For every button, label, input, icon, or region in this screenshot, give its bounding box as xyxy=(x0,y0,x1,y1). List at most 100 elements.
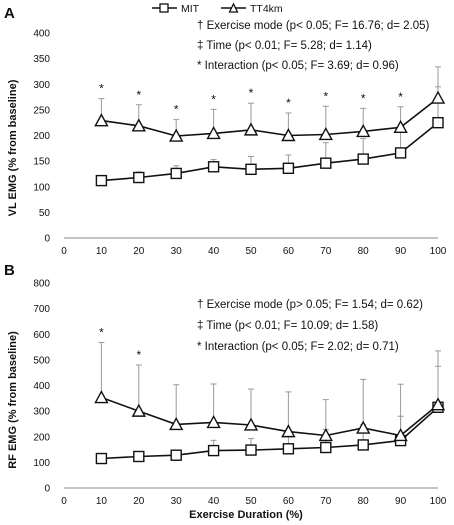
panel-a-x-tick-label: 90 xyxy=(395,246,407,257)
panel-a-tt4km-point xyxy=(94,113,109,127)
panel-a-tt4km-point xyxy=(131,118,146,132)
panel-b-mit-point xyxy=(133,450,145,463)
panel-a-significance-star: * xyxy=(398,90,403,104)
panel-a-mit-point xyxy=(207,161,220,173)
panel-a-significance-star: * xyxy=(286,96,291,110)
panel-a-y-tick-label: 400 xyxy=(33,29,50,40)
panel-a-y-tick-label: 0 xyxy=(44,234,50,245)
panel-b-mit-point xyxy=(207,444,220,457)
panel-a-x-tick-label: 10 xyxy=(96,246,108,257)
panel-a-tt4km-point xyxy=(430,90,446,104)
panel-a-significance-star: * xyxy=(99,82,104,96)
panel-b-x-tick-label: 40 xyxy=(208,496,220,507)
panel-a-x-tick-label: 20 xyxy=(133,246,145,257)
panel-a-series-lines xyxy=(101,97,439,182)
panel-b-x-tick-label: 0 xyxy=(61,496,67,507)
panel-a-tt4km-line xyxy=(101,97,439,137)
panel-a-significance-star: * xyxy=(136,88,141,102)
panel-b-x-tick-labels: 0 10 20 30 40 50 60 70 80 90 100 xyxy=(61,496,447,507)
panel-b-letter: B xyxy=(4,262,15,279)
panel-b-significance-star: * xyxy=(99,325,104,339)
panel-b-stats: † Exercise mode (p> 0.05; F= 1.54; d= 0.… xyxy=(197,299,423,353)
panel-a-mit-point xyxy=(357,153,369,165)
legend-tt4km-label: TT4km xyxy=(250,3,283,15)
panel-a-error-bars xyxy=(98,66,441,181)
panel-a-mit-point xyxy=(432,116,444,129)
panel-a-stat-exercise-mode: † Exercise mode (p< 0.05; F= 16.76; d= 2… xyxy=(197,20,430,32)
panel-b-mit-point xyxy=(170,449,182,461)
panel-a-significance-star: * xyxy=(211,92,216,106)
panel-a-significance-star: * xyxy=(249,86,254,100)
panel-a-mit-point xyxy=(95,174,108,187)
panel-a-tt4km-point xyxy=(393,119,408,134)
panel-a-y-tick-label: 350 xyxy=(33,54,50,65)
panel-b-significance-star: * xyxy=(136,348,141,362)
x-axis-label: Exercise Duration (%) xyxy=(189,509,303,521)
panel-b-x-tick-label: 30 xyxy=(171,496,183,507)
panel-b-x-tick-label: 90 xyxy=(395,496,407,507)
panel-a-y-tick-label: 50 xyxy=(39,208,51,219)
panel-a-y-tick-label: 250 xyxy=(33,105,50,116)
panel-b-y-tick-label: 200 xyxy=(33,432,50,443)
panel-b-y-tick-label: 600 xyxy=(33,330,50,341)
panel-b-tt4km-point xyxy=(318,428,333,442)
panel-a-tt4km-point xyxy=(281,128,296,142)
panel-a-y-tick-labels: 0 50 100 150 200 250 300 350 400 xyxy=(33,29,50,245)
panel-b-mit-point xyxy=(95,452,108,465)
panel-a-x-tick-label: 100 xyxy=(430,246,447,257)
panel-b-x-tick-label: 20 xyxy=(133,496,145,507)
panel-b-stat-time: ‡ Time (p< 0.01; F= 10.09; d= 1.58) xyxy=(197,320,378,332)
panel-b-tt4km-point xyxy=(131,403,146,417)
panel-b-mit-point xyxy=(357,439,369,451)
panel-b-tt4km-point xyxy=(281,424,296,438)
panel-b-tt4km-point xyxy=(393,428,408,442)
panel-a-y-tick-label: 150 xyxy=(33,157,50,168)
panel-a-x-tick-label: 0 xyxy=(61,246,67,257)
panel-b-y-tick-label: 100 xyxy=(33,458,50,469)
panel-b-tt4km-point xyxy=(169,416,184,431)
legend-mit-label: MIT xyxy=(181,3,200,15)
panel-b-y-tick-label: 500 xyxy=(33,355,50,366)
panel-a-y-tick-label: 300 xyxy=(33,80,50,91)
panel-a-x-tick-labels: 0 10 20 30 40 50 60 70 80 90 100 xyxy=(61,246,447,257)
panel-b-y-tick-labels: 0 100 200 300 400 500 600 700 800 xyxy=(33,279,50,495)
panel-a-y-tick-label: 100 xyxy=(33,182,50,193)
panel-a-mit-point xyxy=(282,162,295,175)
panel-a-mit-point xyxy=(170,167,182,180)
legend-tt4km-triangle-icon xyxy=(228,2,239,13)
panel-a-mit-point xyxy=(320,157,332,169)
panel-a-significance-star: * xyxy=(361,91,366,105)
panel-a-mit-point xyxy=(394,147,407,159)
panel-b-mit-point xyxy=(245,444,257,456)
panel-b-tt4km-point xyxy=(94,390,109,404)
panel-a-tt4km-point xyxy=(169,128,184,142)
panel-a-tt4km-point xyxy=(356,123,371,138)
panel-b-tt4km-point xyxy=(430,397,446,411)
panel-b-x-tick-label: 100 xyxy=(430,496,447,507)
panel-a-x-tick-label: 60 xyxy=(283,246,295,257)
panel-b-x-tick-label: 60 xyxy=(283,496,295,507)
panel-a-significance-markers: * * * * * * * * * xyxy=(99,82,403,117)
panel-b-tt4km-line xyxy=(101,396,439,437)
panel-b-x-tick-label: 70 xyxy=(320,496,332,507)
panel-b-series-lines xyxy=(101,396,439,460)
panel-b-y-axis-label: RF EMG (% from baseline) xyxy=(7,331,19,469)
panel-a-tt4km-point xyxy=(206,125,221,140)
panel-a-mit-line xyxy=(101,122,439,182)
panel-a-stats: † Exercise mode (p< 0.05; F= 16.76; d= 2… xyxy=(197,20,430,72)
panel-a-tt4km-point xyxy=(243,122,259,136)
panel-a-stat-interaction: * Interaction (p< 0.05; F= 3.69; d= 0.96… xyxy=(197,60,399,72)
panel-a-tt4km-point xyxy=(318,127,333,141)
panel-b-tt4km-point xyxy=(243,417,259,431)
panel-b-y-tick-label: 700 xyxy=(33,304,50,315)
panel-b-y-tick-label: 800 xyxy=(33,279,50,290)
panel-b-x-tick-label: 10 xyxy=(96,496,108,507)
legend-mit-square-icon xyxy=(159,3,169,13)
panel-a-y-axis-label: VL EMG (% from baseline) xyxy=(7,79,19,216)
panel-b-y-tick-label: 0 xyxy=(44,484,50,495)
panel-a-x-tick-label: 50 xyxy=(245,246,257,257)
panel-a-stat-time: ‡ Time (p< 0.01; F= 5.28; d= 1.14) xyxy=(197,40,372,52)
panel-b-y-tick-label: 400 xyxy=(33,381,50,392)
panel-b-x-tick-label: 50 xyxy=(245,496,257,507)
panel-a-mit-point xyxy=(245,163,257,176)
